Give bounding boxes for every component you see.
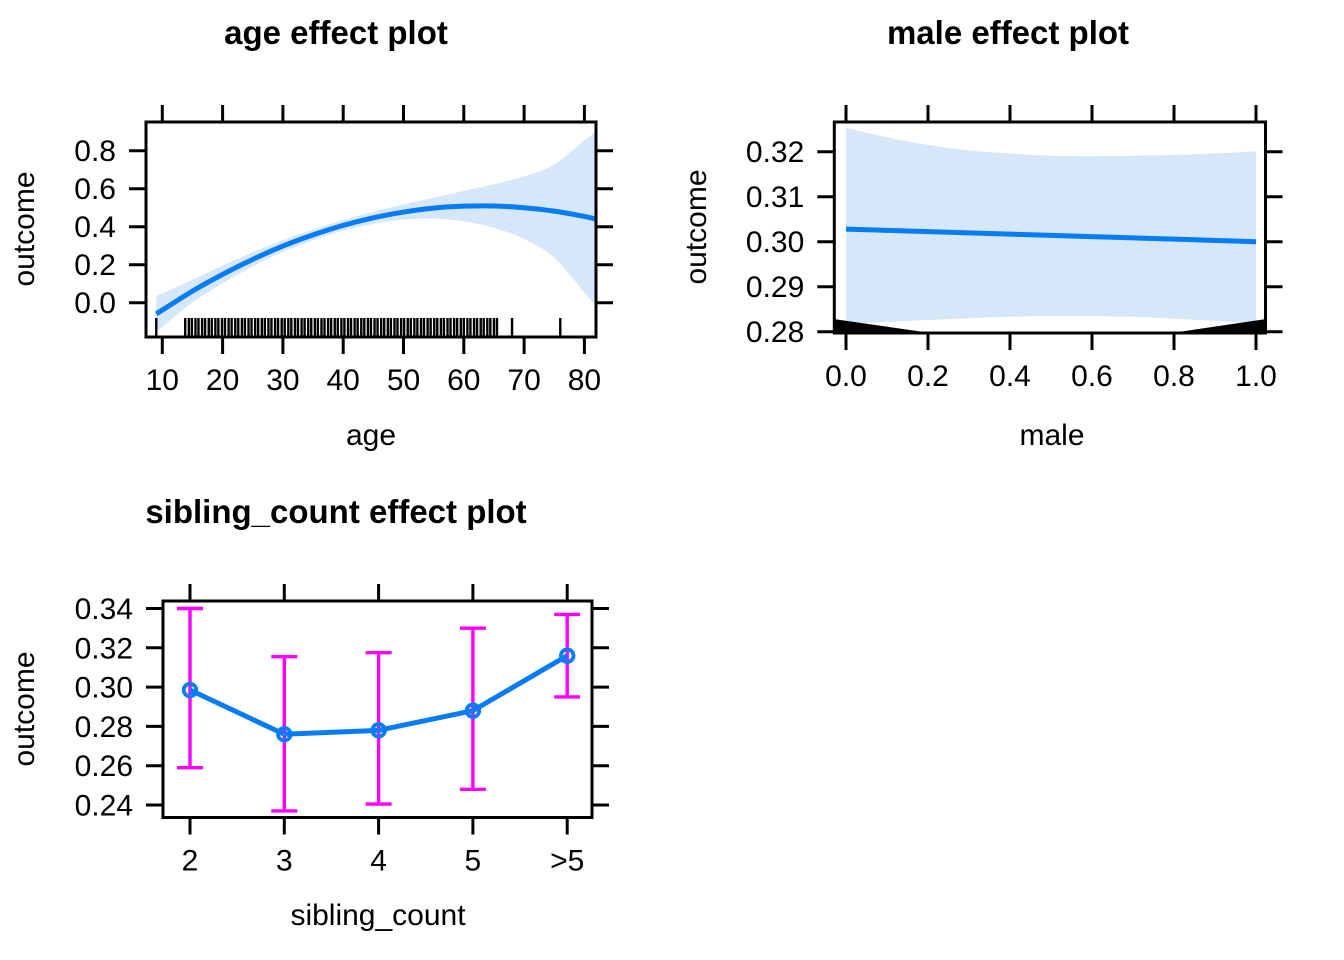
x-tick-label: 60 bbox=[447, 364, 480, 397]
x-tick-label: 20 bbox=[206, 364, 239, 397]
x-tick-label: 0.6 bbox=[1071, 360, 1113, 393]
y-tick-label: 0.6 bbox=[74, 173, 116, 206]
x-tick-label: 80 bbox=[568, 364, 601, 397]
sibling-count-plot-canvas: 2 3 4 5 >5 0.24 0.26 0.28 0.30 0.32 0.34 bbox=[75, 584, 609, 878]
x-axis-label: male bbox=[1019, 419, 1085, 452]
data-point bbox=[276, 726, 293, 743]
data-point bbox=[370, 722, 387, 739]
fit-line bbox=[188, 653, 569, 737]
x-tick-label: 0.4 bbox=[989, 360, 1031, 393]
x-tick-label: 3 bbox=[276, 845, 293, 878]
plot-title: sibling_count effect plot bbox=[145, 493, 527, 530]
y-tick-label: 0.32 bbox=[746, 136, 804, 169]
y-tick-label: 0.4 bbox=[74, 211, 116, 244]
rug-block bbox=[1174, 319, 1266, 333]
y-tick-label: 0.8 bbox=[74, 135, 116, 168]
rug-block bbox=[834, 319, 928, 333]
data-point bbox=[181, 681, 199, 699]
x-tick-label: 0.0 bbox=[825, 360, 867, 393]
x-tick-label: 70 bbox=[507, 364, 540, 397]
x-tick-label: 1.0 bbox=[1235, 360, 1277, 393]
x-tick-label: >5 bbox=[550, 845, 584, 878]
y-axis-label: outcome bbox=[8, 651, 41, 767]
y-tick-label: 0.34 bbox=[75, 593, 133, 626]
y-tick-label: 0.0 bbox=[74, 287, 116, 320]
confidence-band bbox=[846, 127, 1256, 325]
y-tick-label: 0.30 bbox=[75, 672, 133, 705]
y-tick-label: 0.30 bbox=[746, 226, 804, 259]
data-point bbox=[559, 647, 576, 664]
plot-title: age effect plot bbox=[224, 14, 448, 51]
x-axis-label: age bbox=[345, 419, 397, 452]
plot-box bbox=[832, 120, 1268, 335]
y-tick-label: 0.29 bbox=[746, 271, 804, 304]
y-tick-label: 0.2 bbox=[74, 249, 116, 282]
x-tick-label: 30 bbox=[266, 364, 299, 397]
x-tick-label: 4 bbox=[370, 845, 387, 878]
plot-title: male effect plot bbox=[886, 14, 1130, 51]
sibling-count-effect-plot-panel: 2 3 4 5 >5 0.24 0.26 0.28 0.30 0.32 0.34 sibling_c… bbox=[0, 480, 672, 960]
fit-line bbox=[845, 226, 1257, 245]
y-tick-label: 0.28 bbox=[746, 316, 804, 349]
x-tick-label: 40 bbox=[327, 364, 360, 397]
age-plot-canvas: 10 20 30 40 50 60 70 80 0.0 0.2 0.4 0.6 0.8 bbox=[74, 105, 613, 397]
x-tick-label: 2 bbox=[182, 845, 199, 878]
confidence-band bbox=[156, 132, 596, 332]
y-tick-label: 0.26 bbox=[75, 750, 133, 783]
y-tick-label: 0.24 bbox=[75, 790, 133, 823]
y-axis-label: outcome bbox=[8, 171, 41, 287]
y-axis-label: outcome bbox=[680, 169, 713, 285]
y-tick-label: 0.31 bbox=[746, 181, 804, 214]
x-axis-label: sibling_count bbox=[290, 899, 466, 932]
empty-panel bbox=[672, 480, 1344, 960]
male-plot-canvas: 0.0 0.2 0.4 0.6 0.8 1.0 0.28 0.29 0.30 0.31 0.32 bbox=[746, 105, 1283, 393]
x-tick-label: 50 bbox=[387, 364, 420, 397]
male-effect-plot-panel: 0.0 0.2 0.4 0.6 0.8 1.0 0.28 0.29 0.30 0.31 0.32 m… bbox=[672, 0, 1344, 480]
x-tick-label: 5 bbox=[465, 845, 482, 878]
data-point bbox=[464, 702, 482, 719]
plot-box bbox=[144, 120, 598, 339]
y-tick-label: 0.28 bbox=[75, 711, 133, 744]
x-tick-label: 0.8 bbox=[1153, 360, 1195, 393]
x-tick-label: 10 bbox=[146, 364, 179, 397]
x-tick-label: 0.2 bbox=[907, 360, 949, 393]
fit-line bbox=[154, 203, 597, 317]
age-effect-plot-panel: 10 20 30 40 50 60 70 80 0.0 0.2 0.4 0.6 0.8 age effe… bbox=[0, 0, 672, 480]
y-tick-label: 0.32 bbox=[75, 632, 133, 665]
